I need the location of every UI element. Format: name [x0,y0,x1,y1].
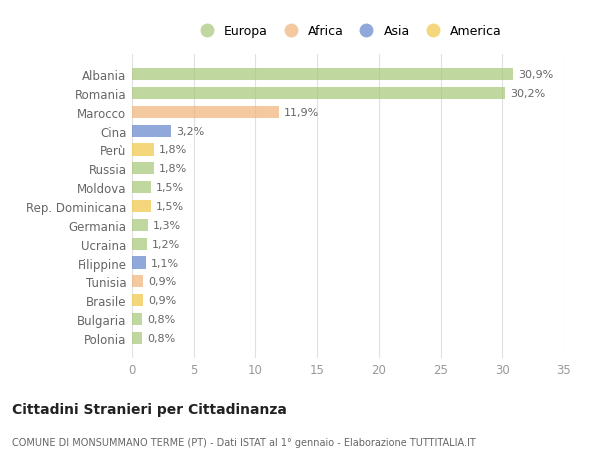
Bar [132,276,143,288]
Text: 30,9%: 30,9% [518,70,554,80]
Text: 3,2%: 3,2% [176,126,205,136]
Bar [132,106,279,119]
Bar [132,201,151,213]
Bar [132,69,514,81]
Bar [132,257,146,269]
Bar [132,332,142,344]
Bar [132,238,147,250]
Text: 30,2%: 30,2% [509,89,545,99]
Text: Cittadini Stranieri per Cittadinanza: Cittadini Stranieri per Cittadinanza [12,402,287,416]
Bar [132,88,505,100]
Text: 0,8%: 0,8% [147,333,175,343]
Text: COMUNE DI MONSUMMANO TERME (PT) - Dati ISTAT al 1° gennaio - Elaborazione TUTTIT: COMUNE DI MONSUMMANO TERME (PT) - Dati I… [12,437,476,447]
Bar [132,219,148,231]
Bar [132,125,172,137]
Text: 1,2%: 1,2% [152,239,180,249]
Text: 0,8%: 0,8% [147,314,175,325]
Text: 1,3%: 1,3% [153,220,181,230]
Bar [132,313,142,325]
Bar [132,144,154,156]
Bar [132,182,151,194]
Text: 0,9%: 0,9% [148,277,176,287]
Text: 1,5%: 1,5% [155,183,184,193]
Text: 0,9%: 0,9% [148,296,176,306]
Text: 11,9%: 11,9% [284,107,319,118]
Text: 1,8%: 1,8% [159,164,187,174]
Text: 1,5%: 1,5% [155,202,184,212]
Text: 1,8%: 1,8% [159,145,187,155]
Text: 1,1%: 1,1% [151,258,179,268]
Legend: Europa, Africa, Asia, America: Europa, Africa, Asia, America [194,25,502,38]
Bar [132,294,143,307]
Bar [132,163,154,175]
